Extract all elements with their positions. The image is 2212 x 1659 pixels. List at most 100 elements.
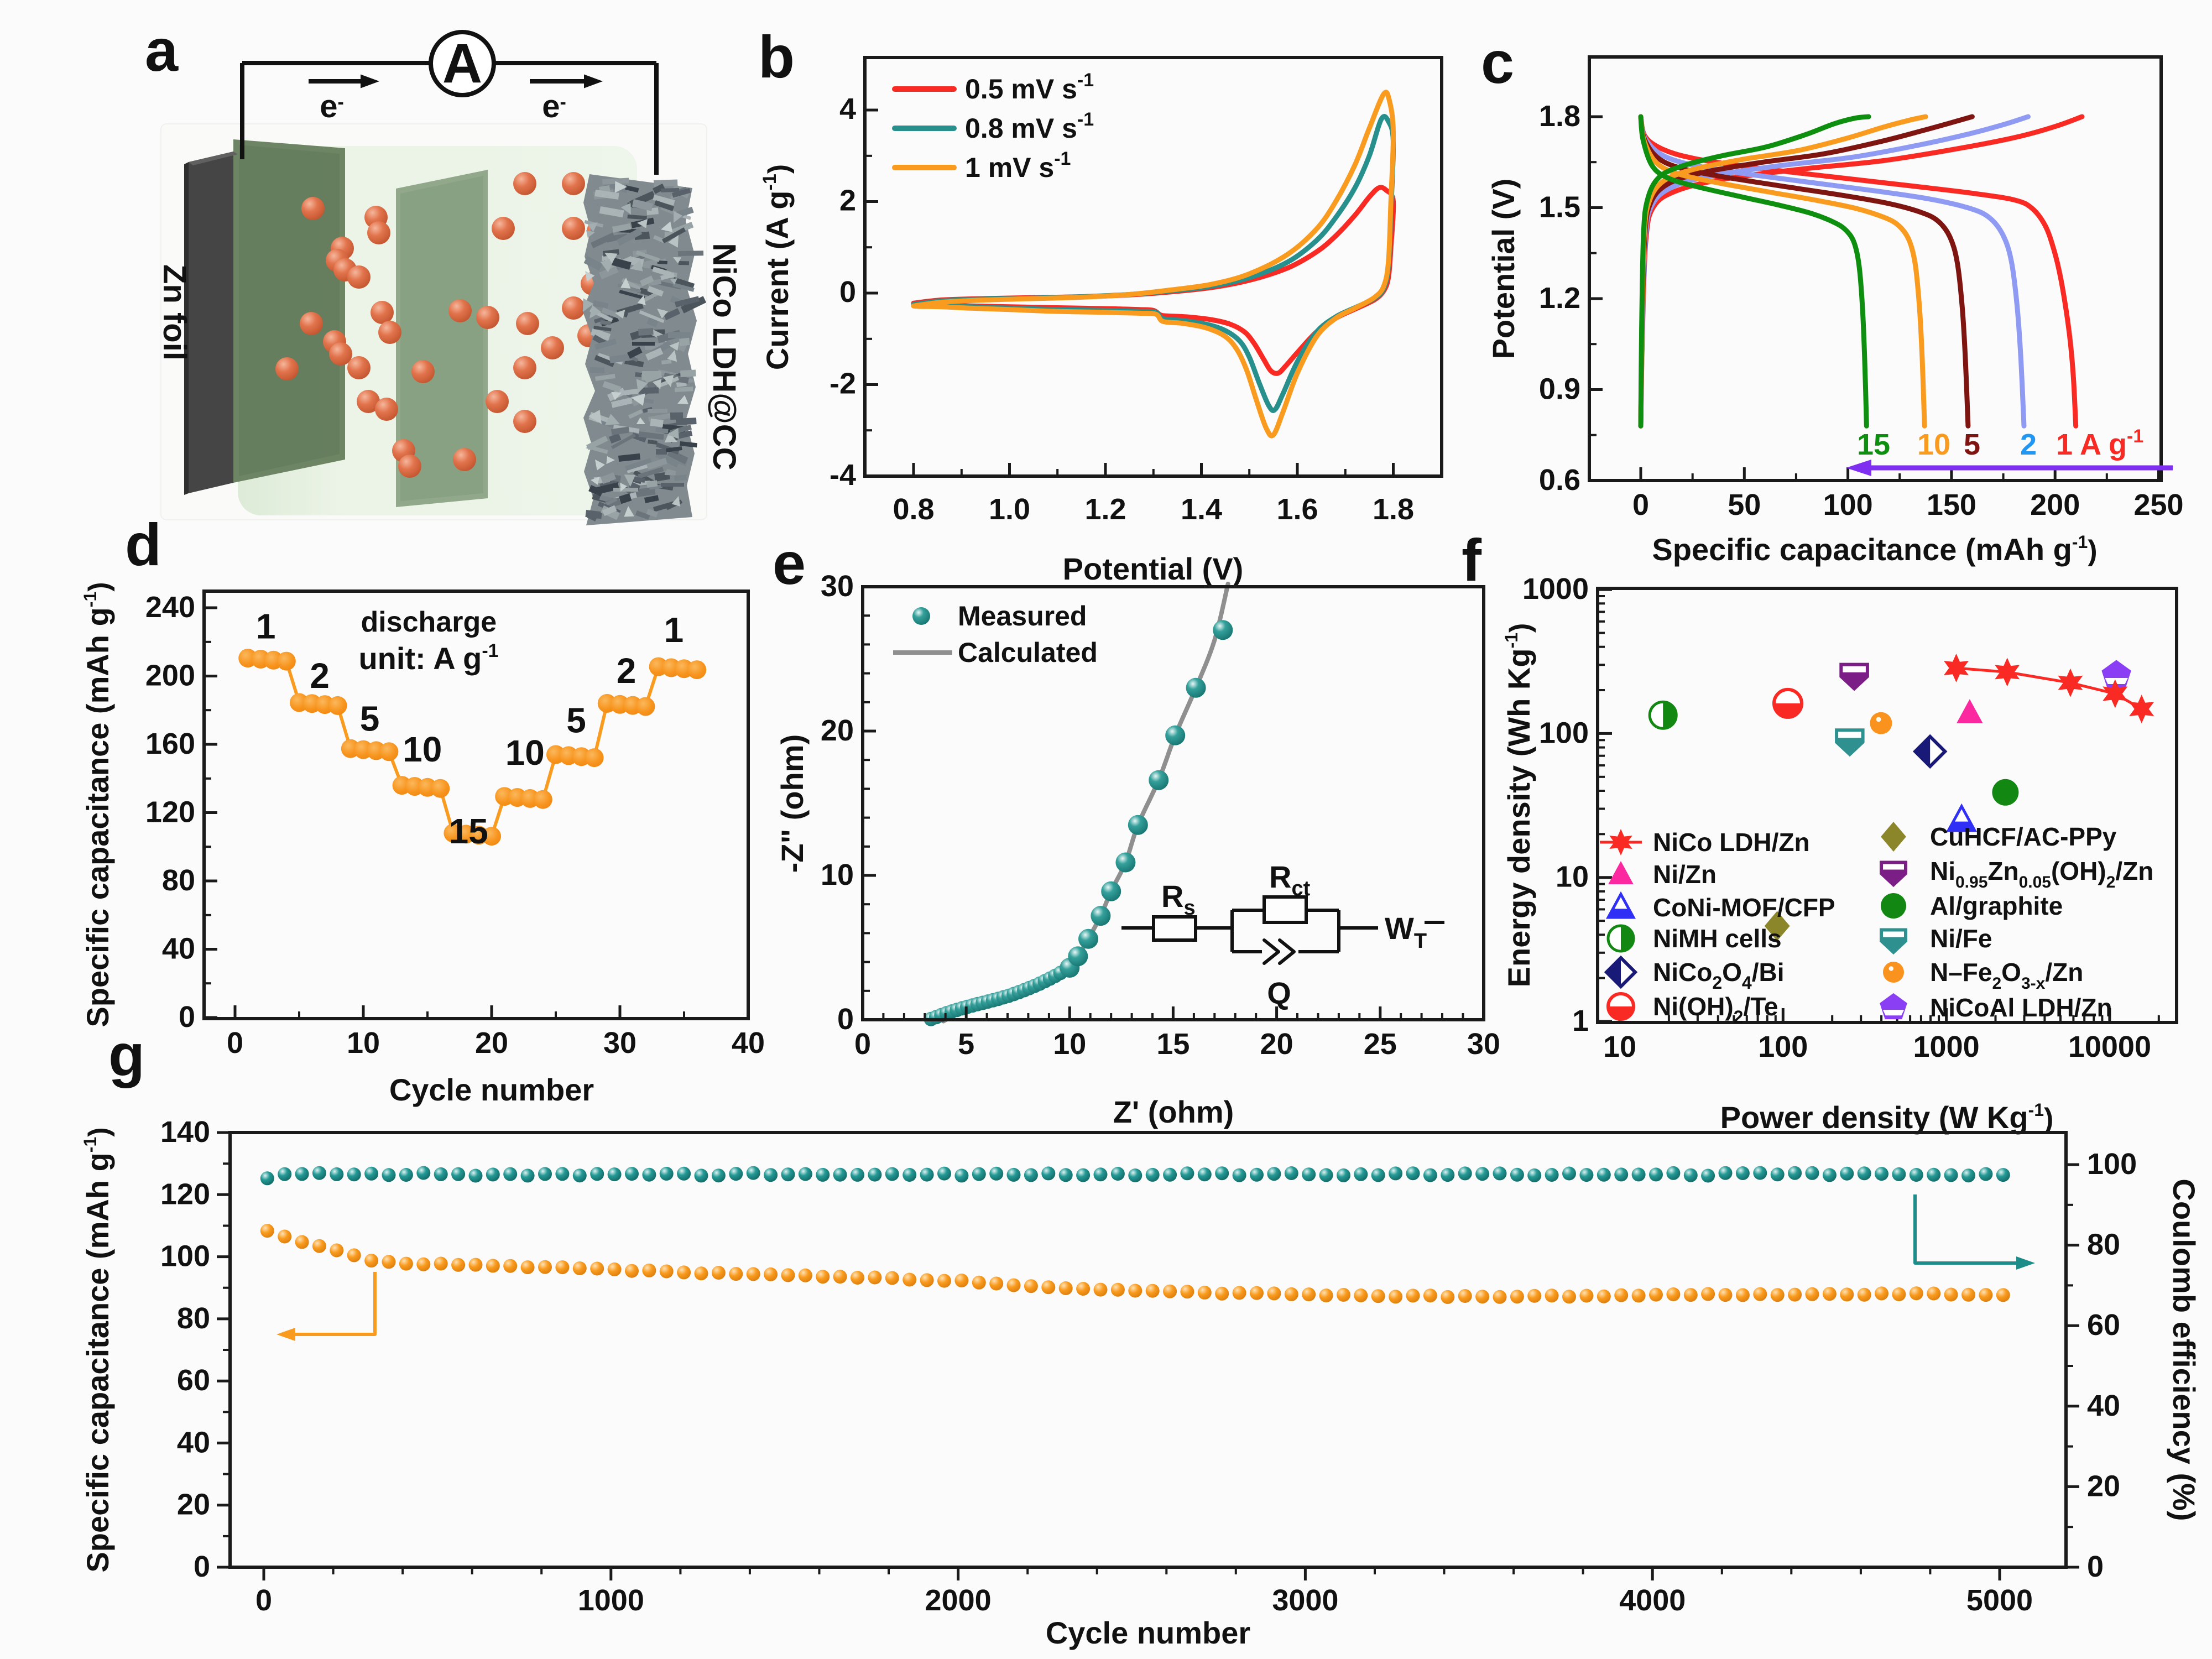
- svg-text:80: 80: [177, 1302, 210, 1335]
- svg-text:Ni/Zn: Ni/Zn: [1653, 860, 1717, 889]
- svg-text:1.6: 1.6: [1276, 493, 1318, 526]
- svg-text:2: 2: [310, 656, 330, 696]
- svg-text:10000: 10000: [2068, 1030, 2151, 1063]
- svg-text:NiMH cells: NiMH cells: [1653, 924, 1782, 953]
- svg-text:1000: 1000: [1522, 572, 1589, 606]
- svg-text:5000: 5000: [1966, 1584, 2033, 1617]
- svg-text:b: b: [758, 23, 795, 90]
- svg-text:200: 200: [2030, 488, 2080, 521]
- svg-text:d: d: [125, 511, 161, 578]
- svg-text:1000: 1000: [578, 1584, 644, 1617]
- svg-text:Z' (ohm): Z' (ohm): [1113, 1094, 1234, 1129]
- svg-text:1: 1: [256, 607, 276, 646]
- svg-text:a: a: [145, 17, 179, 84]
- svg-text:1000: 1000: [1913, 1030, 1980, 1063]
- svg-text:120: 120: [145, 796, 195, 829]
- svg-text:100: 100: [1758, 1030, 1808, 1063]
- svg-text:1.2: 1.2: [1539, 281, 1580, 315]
- svg-text:0: 0: [839, 275, 856, 309]
- svg-text:200: 200: [145, 659, 195, 692]
- svg-text:unit: A g-1: unit: A g-1: [358, 640, 498, 676]
- svg-text:60: 60: [177, 1364, 210, 1397]
- svg-text:30: 30: [821, 570, 854, 603]
- svg-text:A: A: [442, 33, 482, 95]
- svg-text:f: f: [1462, 526, 1482, 593]
- svg-text:0.6: 0.6: [1539, 463, 1580, 497]
- svg-text:0: 0: [837, 1003, 854, 1036]
- svg-text:-4: -4: [830, 458, 856, 492]
- svg-text:Specific capacitance (mAh g-1): Specific capacitance (mAh g-1): [1652, 532, 2097, 567]
- svg-text:240: 240: [145, 591, 195, 624]
- svg-text:15: 15: [1857, 428, 1890, 461]
- svg-text:Specific capacitance (mAh g-1): Specific capacitance (mAh g-1): [80, 582, 115, 1027]
- svg-text:4: 4: [839, 92, 856, 126]
- svg-text:NiCoAl LDH/Zn: NiCoAl LDH/Zn: [1930, 993, 2112, 1022]
- svg-text:Energy density (Wh Kg-1): Energy density (Wh Kg-1): [1501, 623, 1536, 988]
- svg-text:e: e: [773, 530, 806, 597]
- svg-text:0: 0: [854, 1027, 871, 1061]
- svg-text:Potential (V): Potential (V): [1486, 179, 1521, 359]
- svg-text:5: 5: [958, 1027, 974, 1061]
- svg-text:Power density (W Kg-1): Power density (W Kg-1): [1720, 1100, 2054, 1135]
- svg-text:20: 20: [177, 1488, 210, 1521]
- svg-text:0: 0: [179, 1000, 195, 1034]
- svg-text:10: 10: [1053, 1027, 1086, 1061]
- svg-text:0: 0: [255, 1584, 272, 1617]
- svg-text:250: 250: [2133, 488, 2183, 521]
- svg-text:40: 40: [2087, 1389, 2120, 1422]
- svg-text:c: c: [1481, 29, 1514, 96]
- svg-text:50: 50: [1728, 488, 1761, 521]
- svg-text:g: g: [108, 1021, 145, 1088]
- svg-text:1 mV s-1: 1 mV s-1: [965, 148, 1071, 183]
- svg-text:2000: 2000: [925, 1584, 992, 1617]
- svg-text:10: 10: [1603, 1030, 1636, 1063]
- svg-text:120: 120: [160, 1177, 210, 1211]
- svg-text:80: 80: [162, 864, 195, 897]
- svg-text:15: 15: [1156, 1027, 1190, 1061]
- svg-text:1.5: 1.5: [1539, 191, 1580, 224]
- svg-text:25: 25: [1364, 1027, 1397, 1061]
- svg-text:10: 10: [347, 1026, 380, 1060]
- svg-text:15: 15: [449, 811, 488, 851]
- svg-text:Measured: Measured: [958, 601, 1087, 632]
- svg-text:Al/graphite: Al/graphite: [1930, 891, 2063, 920]
- svg-text:5: 5: [1964, 428, 1980, 461]
- svg-text:1.4: 1.4: [1181, 493, 1222, 526]
- svg-text:NiCo LDH/Zn: NiCo LDH/Zn: [1653, 828, 1810, 857]
- svg-text:Zn foil: Zn foil: [156, 264, 192, 361]
- svg-text:0: 0: [1632, 488, 1649, 521]
- svg-text:CoNi-MOF/CFP: CoNi-MOF/CFP: [1653, 893, 1835, 922]
- svg-text:0.9: 0.9: [1539, 373, 1580, 406]
- svg-text:30: 30: [1467, 1027, 1500, 1061]
- svg-text:20: 20: [475, 1026, 508, 1060]
- svg-text:1: 1: [1572, 1004, 1589, 1037]
- svg-text:3000: 3000: [1272, 1584, 1338, 1617]
- svg-text:40: 40: [732, 1026, 765, 1060]
- svg-text:10: 10: [1556, 860, 1589, 894]
- svg-text:-2: -2: [830, 367, 856, 400]
- svg-text:discharge: discharge: [361, 606, 497, 638]
- svg-text:5: 5: [566, 700, 586, 740]
- svg-text:Coulomb efficiency (%): Coulomb efficiency (%): [2167, 1178, 2201, 1521]
- svg-text:60: 60: [2087, 1308, 2120, 1342]
- svg-text:20: 20: [1260, 1027, 1293, 1061]
- svg-text:Q: Q: [1267, 975, 1291, 1010]
- svg-text:10: 10: [505, 733, 545, 773]
- svg-text:2: 2: [617, 651, 637, 691]
- svg-text:10: 10: [821, 858, 854, 891]
- svg-text:0.8 mV s-1: 0.8 mV s-1: [965, 109, 1094, 144]
- svg-text:Potential (V): Potential (V): [1063, 551, 1244, 586]
- svg-text:2: 2: [2020, 428, 2037, 461]
- svg-text:Ni/Fe: Ni/Fe: [1930, 924, 1992, 953]
- svg-text:20: 20: [2087, 1469, 2120, 1503]
- svg-text:100: 100: [1539, 716, 1589, 749]
- svg-text:100: 100: [160, 1240, 210, 1273]
- svg-text:1: 1: [664, 610, 684, 650]
- svg-text:1.0: 1.0: [989, 493, 1030, 526]
- svg-text:150: 150: [1927, 488, 1976, 521]
- svg-text:10: 10: [403, 729, 442, 769]
- svg-text:100: 100: [2087, 1147, 2137, 1181]
- svg-text:Specific capacitance (mAh g-1): Specific capacitance (mAh g-1): [80, 1127, 115, 1572]
- svg-text:100: 100: [1823, 488, 1873, 521]
- svg-text:30: 30: [603, 1026, 637, 1060]
